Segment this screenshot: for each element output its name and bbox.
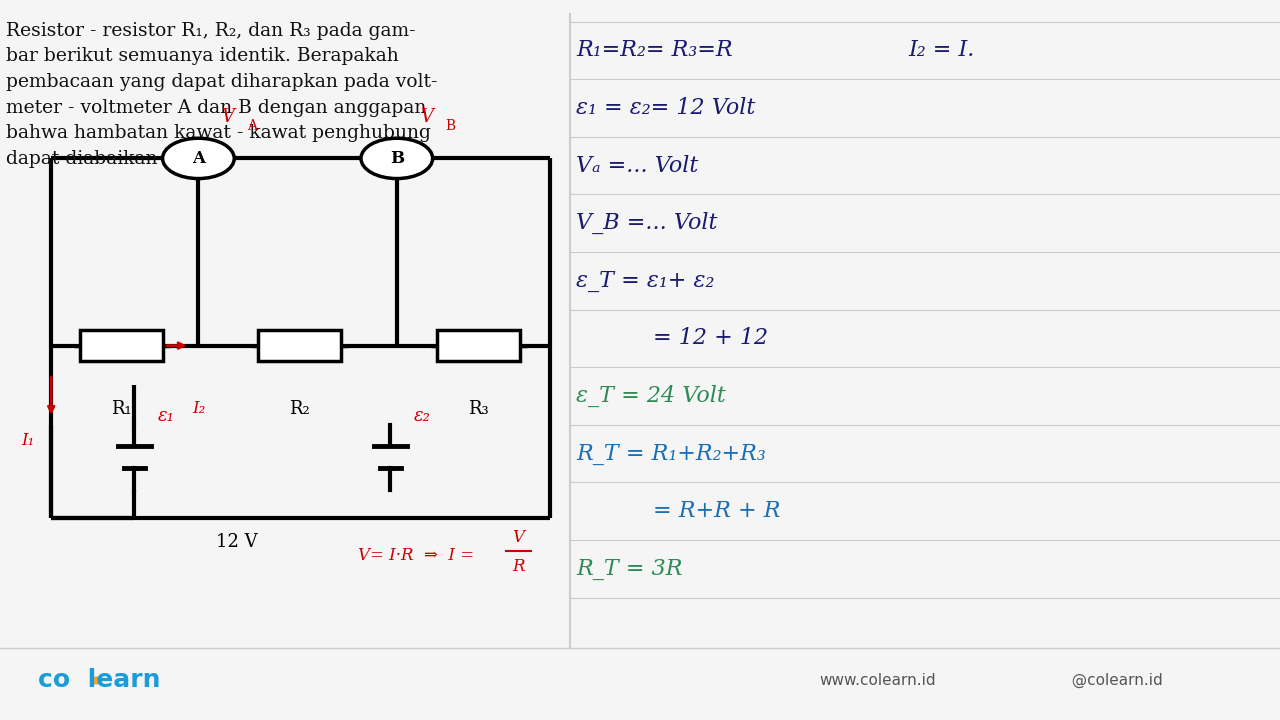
Text: www.colearn.id: www.colearn.id [819,673,936,688]
Text: A: A [192,150,205,167]
Text: R_T = 3R: R_T = 3R [576,558,682,580]
Text: V: V [512,529,525,546]
Text: I₁: I₁ [22,432,35,449]
Circle shape [163,138,234,179]
Text: R₂: R₂ [289,400,310,418]
Text: B: B [389,150,404,167]
Bar [79,330,164,361]
Text: V: V [420,108,433,126]
Circle shape [361,138,433,179]
Bar [259,330,340,361]
Text: co  learn: co learn [38,668,161,693]
Text: B: B [445,120,456,133]
Text: R_T = R₁+R₂+R₃: R_T = R₁+R₂+R₃ [576,443,765,464]
Text: R₃: R₃ [468,400,489,418]
Text: V: V [221,108,234,126]
Text: R₁=R₂= R₃=R: R₁=R₂= R₃=R [576,40,732,61]
Text: @colearn.id: @colearn.id [1062,672,1164,688]
Text: ε₂: ε₂ [413,407,430,425]
Text: = R+R + R: = R+R + R [653,500,781,522]
Text: R: R [512,558,525,575]
Text: Resistor - resistor R₁, R₂, dan R₃ pada gam-
bar berikut semuanya identik. Berap: Resistor - resistor R₁, R₂, dan R₃ pada … [6,22,438,168]
Text: V_B =... Volt: V_B =... Volt [576,212,718,234]
Text: ε₁: ε₁ [157,407,174,425]
Text: 12 V: 12 V [216,533,257,551]
Text: Vₐ =... Volt: Vₐ =... Volt [576,155,699,176]
Text: ε₁ = ε₂= 12 Volt: ε₁ = ε₂= 12 Volt [576,97,755,119]
Text: I₂: I₂ [192,400,205,417]
Text: ε_T = 24 Volt: ε_T = 24 Volt [576,385,726,407]
Text: ε_T = ε₁+ ε₂: ε_T = ε₁+ ε₂ [576,270,714,292]
Bar [438,330,521,361]
Text: I₂ = I.: I₂ = I. [909,40,975,61]
Text: = 12 + 12: = 12 + 12 [653,328,768,349]
Text: A: A [247,120,257,133]
Text: V= I·R  ⇒  I =: V= I·R ⇒ I = [358,547,480,564]
Text: R₁: R₁ [111,400,132,418]
